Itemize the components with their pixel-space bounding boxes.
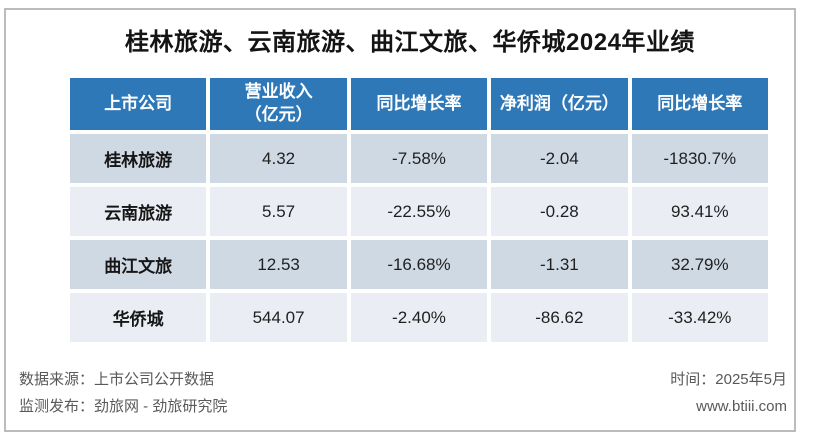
- col-header-net-profit: 净利润（亿元）: [491, 78, 628, 130]
- cell-net-profit: -2.04: [491, 134, 628, 183]
- performance-table: 上市公司 营业收入 （亿元） 同比增长率 净利润（亿元） 同比增长率 桂林: [66, 74, 772, 346]
- cell-net-profit: -0.28: [491, 187, 628, 236]
- cell-profit-yoy: 32.79%: [631, 240, 768, 289]
- col-header-revenue: 营业收入 （亿元）: [210, 78, 347, 130]
- col-header-profit-yoy: 同比增长率: [631, 78, 768, 130]
- cell-revenue-yoy: -7.58%: [350, 134, 488, 183]
- cell-revenue: 12.53: [210, 240, 347, 289]
- cell-revenue-yoy: -22.55%: [350, 187, 488, 236]
- table-header: 上市公司 营业收入 （亿元） 同比增长率 净利润（亿元） 同比增长率: [70, 78, 768, 130]
- col-header-company: 上市公司: [70, 78, 207, 130]
- cell-profit-yoy: -1830.7%: [631, 134, 768, 183]
- cell-company: 曲江文旅: [70, 240, 207, 289]
- col-header-revenue-line1: 营业收入: [244, 82, 313, 102]
- footer-right: 时间：2025年5月 www.btiii.com: [670, 366, 787, 420]
- cell-revenue: 4.32: [210, 134, 347, 183]
- time-line: 时间：2025年5月: [670, 371, 787, 388]
- cell-company: 桂林旅游: [70, 134, 207, 183]
- col-header-net-profit-label: 净利润（亿元）: [499, 93, 619, 113]
- cell-profit-yoy: 93.41%: [631, 187, 768, 236]
- cell-revenue-yoy: -2.40%: [350, 293, 488, 342]
- col-header-revenue-yoy-label: 同比增长率: [376, 93, 462, 113]
- table-row: 桂林旅游 4.32 -7.58% -2.04 -1830.7%: [70, 134, 768, 183]
- cell-revenue: 5.57: [210, 187, 347, 236]
- cell-profit-yoy: -33.42%: [631, 293, 768, 342]
- cell-company: 华侨城: [70, 293, 207, 342]
- cell-net-profit: -86.62: [491, 293, 628, 342]
- table-row: 云南旅游 5.57 -22.55% -0.28 93.41%: [70, 187, 768, 236]
- page-title: 桂林旅游、云南旅游、曲江文旅、华侨城2024年业绩: [125, 29, 695, 56]
- header-row: 上市公司 营业收入 （亿元） 同比增长率 净利润（亿元） 同比增长率: [70, 78, 768, 130]
- website-line: www.btiii.com: [696, 398, 787, 415]
- col-header-revenue-line2: （亿元）: [244, 105, 313, 124]
- col-header-company-label: 上市公司: [104, 93, 173, 113]
- table-row: 华侨城 544.07 -2.40% -86.62 -33.42%: [70, 293, 768, 342]
- col-header-profit-yoy-label: 同比增长率: [657, 93, 743, 113]
- cell-company: 云南旅游: [70, 187, 207, 236]
- footer-left: 数据来源：上市公司公开数据 监测发布：劲旅网 - 劲旅研究院: [19, 366, 227, 420]
- cell-net-profit: -1.31: [491, 240, 628, 289]
- cell-revenue-yoy: -16.68%: [350, 240, 488, 289]
- table-row: 曲江文旅 12.53 -16.68% -1.31 32.79%: [70, 240, 768, 289]
- publisher-line: 监测发布：劲旅网 - 劲旅研究院: [19, 398, 228, 415]
- data-source-line: 数据来源：上市公司公开数据: [19, 371, 215, 388]
- col-header-revenue-yoy: 同比增长率: [350, 78, 488, 130]
- cell-revenue: 544.07: [210, 293, 347, 342]
- table-body: 桂林旅游 4.32 -7.58% -2.04 -1830.7% 云南旅游 5.5…: [70, 134, 768, 342]
